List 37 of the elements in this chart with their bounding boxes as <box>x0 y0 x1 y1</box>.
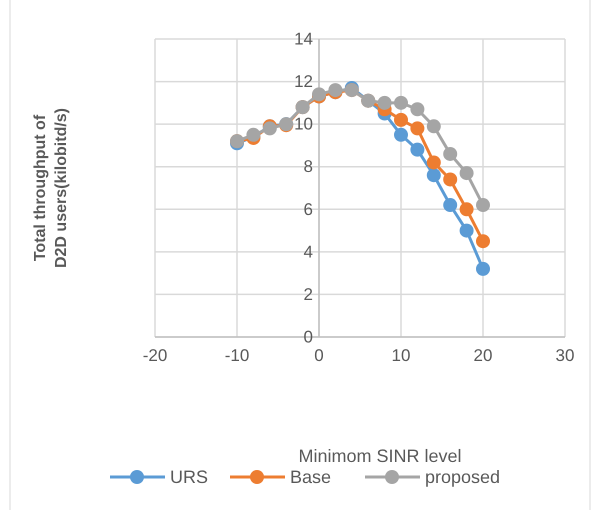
point <box>394 128 408 142</box>
x-tick-label: -20 <box>142 346 168 365</box>
point <box>443 172 458 186</box>
point <box>410 142 424 157</box>
point <box>476 234 490 248</box>
point <box>426 168 441 182</box>
y-tick-label: 10 <box>294 114 313 134</box>
y-tick-label: 8 <box>304 157 313 176</box>
point <box>394 112 408 127</box>
y-tick-label: 0 <box>304 328 313 346</box>
point <box>394 96 408 110</box>
x-tick-label: 30 <box>556 346 574 365</box>
x-tick-label: 20 <box>474 346 492 365</box>
y-tick-label: 14 <box>294 30 313 48</box>
legend-label: Base <box>290 467 332 487</box>
y-tick-label: 12 <box>294 72 313 92</box>
legend-label: proposed <box>425 467 500 487</box>
point <box>460 202 474 216</box>
y-tick-label: 6 <box>304 200 313 219</box>
point <box>426 119 441 134</box>
legend-label: URS <box>170 467 208 487</box>
x-tick-label: -10 <box>224 346 250 365</box>
y-tick-label: 4 <box>304 242 313 262</box>
point <box>410 102 424 116</box>
point <box>476 198 490 212</box>
point <box>410 121 424 136</box>
x-tick-label: 10 <box>392 346 410 365</box>
point <box>443 146 458 161</box>
y-tick-label: 2 <box>304 284 313 304</box>
point <box>460 166 474 180</box>
point <box>476 262 490 276</box>
point <box>443 198 458 212</box>
point <box>426 155 441 170</box>
x-axis-title: Minimom SINR level <box>298 446 462 466</box>
point <box>460 224 474 238</box>
y-axis-title: Total throughput of D2D users(kilobitd/s) <box>32 108 70 268</box>
point <box>378 96 392 110</box>
